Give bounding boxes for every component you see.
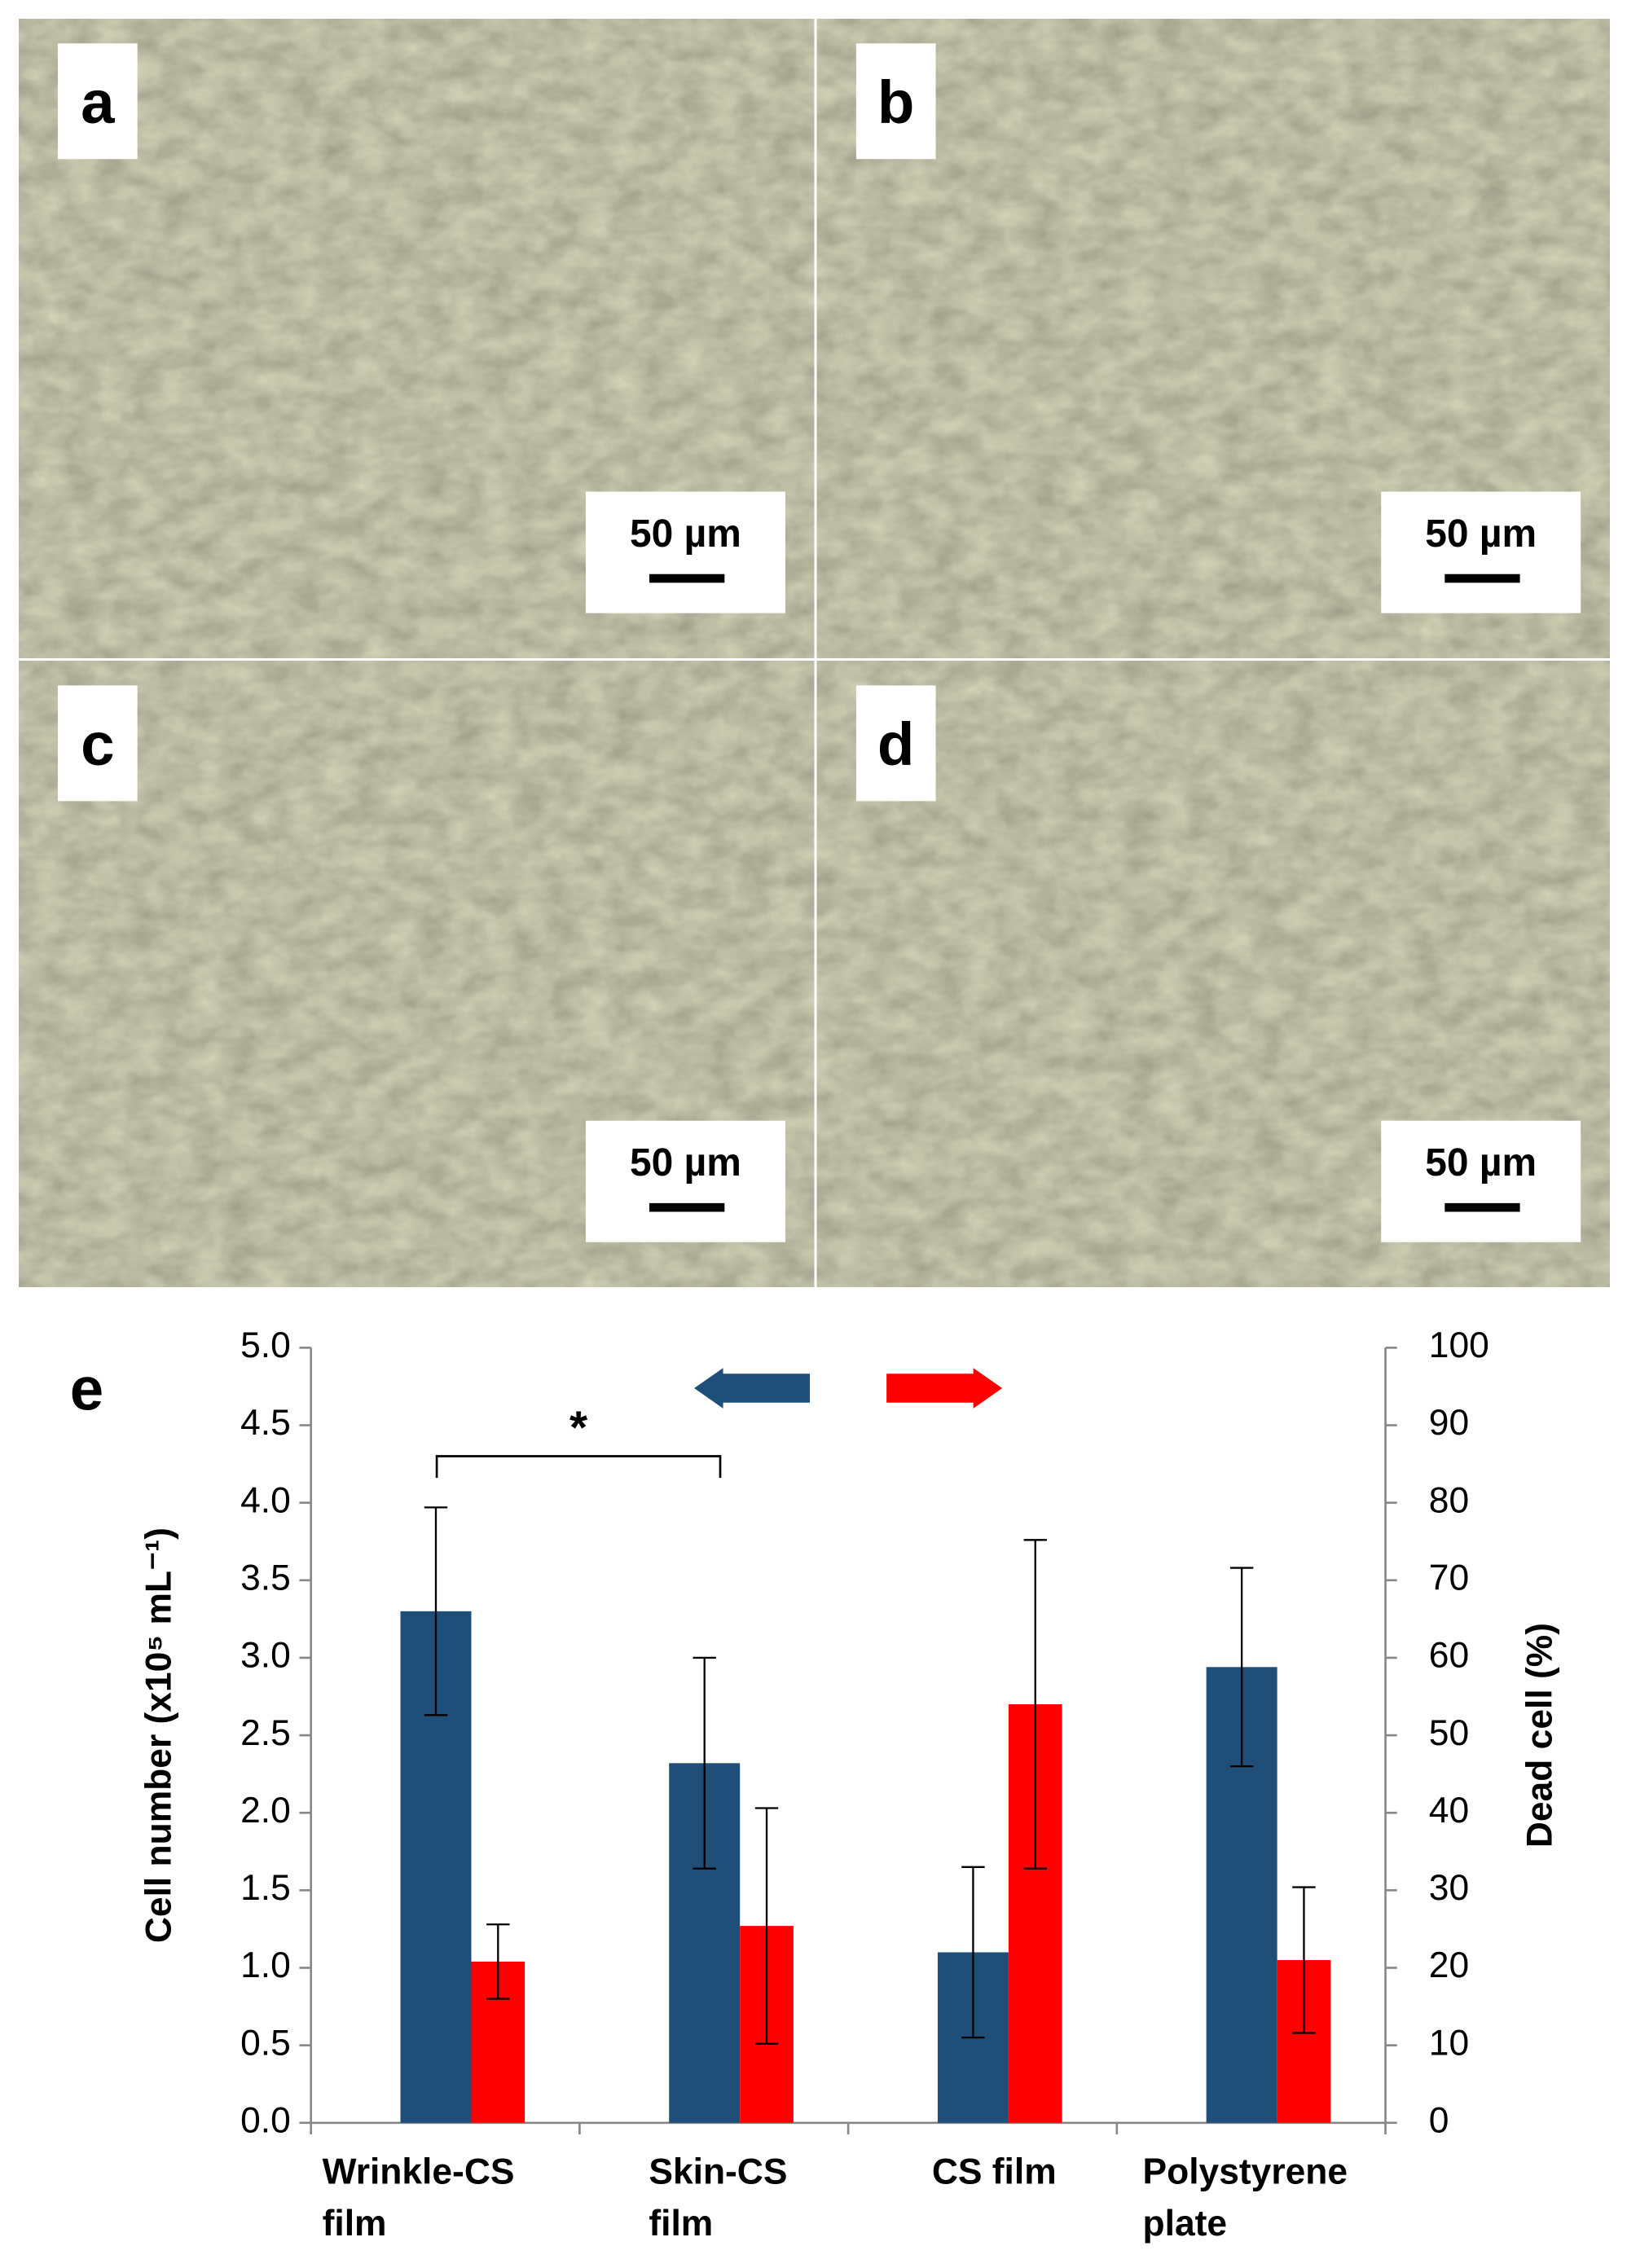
scale-bar: [1445, 574, 1520, 583]
error-bar: [486, 1923, 510, 2000]
panel-label: a: [81, 68, 115, 136]
scale-box: [1381, 491, 1581, 613]
y-tick-label: 2.0: [240, 1791, 291, 1831]
error-bar: [961, 1866, 985, 2039]
y2-tick-label: 10: [1429, 2023, 1469, 2063]
y-tick-label: 4.5: [240, 1403, 291, 1443]
panel-label: c: [81, 710, 114, 778]
panel-label: e: [70, 1356, 103, 1423]
y-tick-label: 0.0: [240, 2101, 291, 2141]
y-tick-label: 3.0: [240, 1636, 291, 1676]
scale-bar: [649, 574, 725, 583]
scale-label: 50 µm: [1425, 512, 1537, 556]
y-tick-label: 0.5: [240, 2023, 291, 2063]
x-tick-label: Wrinkle-CS: [323, 2152, 515, 2191]
scale-bar: [1445, 1202, 1520, 1212]
scale-box: [585, 491, 785, 613]
y2-tick-label: 70: [1429, 1558, 1469, 1598]
y-tick-label: 3.5: [240, 1558, 291, 1598]
x-tick-label: CS film: [932, 2152, 1057, 2191]
y2-tick-label: 50: [1429, 1713, 1469, 1753]
error-bar: [1023, 1539, 1047, 1870]
scale-box: [585, 1120, 785, 1242]
y-axis-title: Cell number (x10⁵ mL⁻¹): [139, 1527, 178, 1943]
x-tick-label: film: [323, 2204, 387, 2244]
y2-axis-title: Dead cell (%): [1520, 1623, 1560, 1848]
scale-bar: [649, 1202, 725, 1212]
x-tick-label: Polystyrene: [1143, 2152, 1348, 2191]
label-box: [855, 685, 936, 802]
label-box: [855, 43, 936, 160]
x-tick-label: plate: [1143, 2204, 1228, 2244]
x-tick-label: Skin-CS: [649, 2152, 787, 2191]
error-bar: [1292, 1886, 1316, 2034]
label-box: [58, 43, 138, 160]
panel-label: d: [877, 710, 915, 778]
arrow-right: [886, 1368, 1003, 1409]
y-tick-label: 4.0: [240, 1480, 291, 1520]
error-bar: [424, 1506, 448, 1716]
arrow-left: [694, 1368, 811, 1409]
error-bar: [754, 1807, 779, 2045]
y2-tick-label: 40: [1429, 1791, 1469, 1831]
bracket: [435, 1455, 722, 1479]
label-box: [58, 685, 138, 802]
y2-tick-label: 80: [1429, 1480, 1469, 1520]
y2-tick-label: 30: [1429, 1868, 1469, 1908]
scale-box: [1381, 1120, 1581, 1242]
y-tick-label: 1.0: [240, 1945, 291, 1985]
scale-label: 50 µm: [630, 512, 741, 556]
scale-label: 50 µm: [1425, 1141, 1537, 1185]
scale-label: 50 µm: [630, 1141, 741, 1185]
error-bar: [1229, 1567, 1254, 1768]
y-tick-label: 5.0: [240, 1325, 291, 1365]
error-bar: [693, 1656, 716, 1870]
y2-tick-label: 20: [1429, 1945, 1469, 1985]
y-tick-label: 1.5: [240, 1868, 291, 1908]
significance: *: [569, 1403, 588, 1454]
y2-tick-label: 0: [1429, 2101, 1449, 2141]
y2-tick-label: 60: [1429, 1636, 1469, 1676]
x-tick-label: film: [649, 2204, 713, 2244]
y2-tick-label: 90: [1429, 1403, 1469, 1443]
panel-label: b: [877, 68, 915, 136]
y-tick-label: 2.5: [240, 1713, 291, 1753]
y2-tick-label: 100: [1429, 1325, 1489, 1365]
